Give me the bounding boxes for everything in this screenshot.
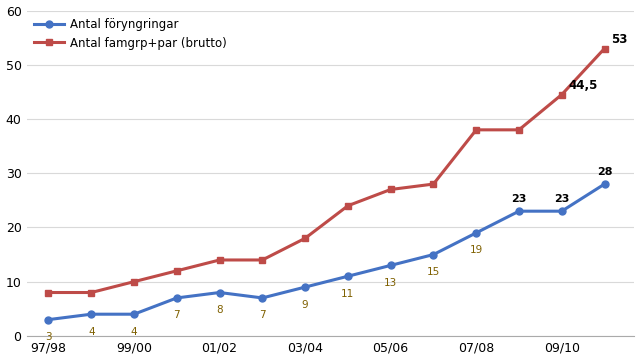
Line: Antal famgrp+par (brutto): Antal famgrp+par (brutto) — [45, 45, 608, 296]
Text: 8: 8 — [216, 305, 223, 315]
Text: 19: 19 — [470, 246, 483, 255]
Text: 7: 7 — [259, 310, 266, 320]
Antal föryngringar — [259, 296, 266, 300]
Text: 23: 23 — [511, 194, 527, 204]
Antal föryngringar — [88, 312, 95, 316]
Antal föryngringar — [45, 318, 52, 322]
Antal föryngringar — [216, 291, 223, 295]
Antal föryngringar — [173, 296, 180, 300]
Line: Antal föryngringar: Antal föryngringar — [45, 181, 608, 323]
Antal famgrp+par (brutto) — [387, 187, 394, 192]
Antal föryngringar — [601, 182, 609, 186]
Text: 4: 4 — [88, 327, 95, 337]
Text: 23: 23 — [554, 194, 570, 204]
Antal famgrp+par (brutto) — [45, 291, 52, 295]
Antal föryngringar — [515, 209, 523, 213]
Antal famgrp+par (brutto) — [472, 128, 480, 132]
Text: 9: 9 — [302, 300, 308, 310]
Antal föryngringar — [472, 231, 480, 235]
Antal föryngringar — [344, 274, 352, 278]
Antal famgrp+par (brutto) — [558, 93, 566, 97]
Text: 44,5: 44,5 — [569, 79, 598, 92]
Text: 15: 15 — [427, 267, 440, 277]
Antal famgrp+par (brutto) — [344, 204, 352, 208]
Antal föryngringar — [130, 312, 138, 316]
Antal famgrp+par (brutto) — [515, 128, 523, 132]
Text: 28: 28 — [596, 167, 612, 177]
Legend: Antal föryngringar, Antal famgrp+par (brutto): Antal föryngringar, Antal famgrp+par (br… — [31, 14, 230, 53]
Text: 13: 13 — [384, 278, 397, 288]
Antal famgrp+par (brutto) — [301, 236, 309, 240]
Text: 53: 53 — [611, 33, 628, 46]
Text: 7: 7 — [173, 310, 180, 320]
Text: 3: 3 — [45, 332, 52, 342]
Antal famgrp+par (brutto) — [173, 269, 180, 273]
Text: 11: 11 — [341, 289, 355, 299]
Antal föryngringar — [387, 263, 394, 267]
Antal famgrp+par (brutto) — [216, 258, 223, 262]
Antal föryngringar — [429, 252, 437, 257]
Antal föryngringar — [558, 209, 566, 213]
Text: 4: 4 — [131, 327, 138, 337]
Antal famgrp+par (brutto) — [130, 279, 138, 284]
Antal famgrp+par (brutto) — [601, 46, 609, 51]
Antal famgrp+par (brutto) — [429, 182, 437, 186]
Antal famgrp+par (brutto) — [259, 258, 266, 262]
Antal famgrp+par (brutto) — [88, 291, 95, 295]
Antal föryngringar — [301, 285, 309, 289]
